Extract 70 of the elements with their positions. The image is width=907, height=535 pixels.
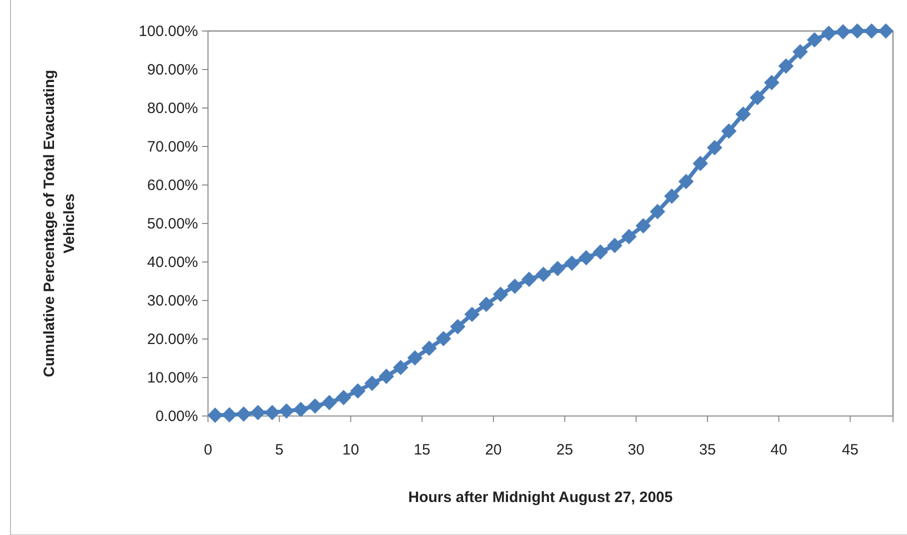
point <box>422 340 437 356</box>
point <box>436 330 452 346</box>
x-tick-label: 5 <box>275 442 284 459</box>
point <box>721 123 737 139</box>
point <box>778 58 794 74</box>
point <box>792 44 808 60</box>
point <box>806 32 822 48</box>
point <box>607 238 622 254</box>
x-tick-label: 35 <box>699 442 716 459</box>
point <box>550 260 566 276</box>
point <box>706 140 722 156</box>
point <box>764 74 780 90</box>
point <box>835 24 851 40</box>
point <box>692 156 708 172</box>
point <box>250 404 266 420</box>
point <box>207 408 223 423</box>
point <box>236 406 252 422</box>
point <box>322 394 337 410</box>
x-tick-label: 10 <box>342 442 360 459</box>
point <box>664 188 680 204</box>
point <box>636 218 651 234</box>
point <box>536 266 552 282</box>
point <box>392 360 408 376</box>
x-tick-label: 40 <box>770 442 788 459</box>
point <box>407 350 423 366</box>
y-tick-label: 20.00% <box>147 330 198 348</box>
y-tick-label: 60.00% <box>147 176 198 194</box>
y-tick-label: 10.00% <box>147 369 198 386</box>
point <box>492 286 508 302</box>
point <box>578 250 594 266</box>
y-tick-label: 30.00% <box>147 292 198 310</box>
point <box>350 383 366 399</box>
point <box>564 255 580 271</box>
point <box>521 272 537 287</box>
point <box>222 407 238 423</box>
point <box>336 390 352 406</box>
point <box>464 306 480 322</box>
point <box>821 26 836 41</box>
x-axis-title: Hours after Midnight August 27, 2005 <box>408 489 673 506</box>
point <box>650 204 666 220</box>
point <box>378 368 394 384</box>
point <box>878 23 894 39</box>
point <box>750 90 766 106</box>
x-tick-label: 15 <box>414 442 430 459</box>
x-tick-label: 30 <box>628 442 644 459</box>
point <box>264 404 280 420</box>
y-tick-label: 50.00% <box>147 215 198 232</box>
y-tick-label: 40.00% <box>147 254 198 271</box>
point <box>735 106 751 122</box>
point <box>507 278 522 294</box>
point <box>293 402 308 418</box>
x-tick-label: 20 <box>485 442 502 459</box>
y-tick-label: 100.00% <box>138 22 198 40</box>
point <box>450 319 466 334</box>
point <box>307 398 323 414</box>
point <box>364 376 380 391</box>
point <box>278 403 294 419</box>
x-tick-label: 45 <box>842 442 859 459</box>
point <box>621 228 637 244</box>
y-axis-title: Cumulative Percentage of Total Evacuating Vehicles <box>41 70 78 378</box>
y-tick-label: 0.00% <box>155 408 198 425</box>
y-tick-label: 70.00% <box>147 138 198 156</box>
x-tick-label: 25 <box>556 442 574 459</box>
y-tick-label: 80.00% <box>147 100 198 117</box>
point <box>678 174 694 190</box>
point <box>478 296 494 312</box>
point <box>592 244 608 260</box>
x-tick-label: 0 <box>204 442 212 459</box>
y-tick-label: 90.00% <box>147 61 198 78</box>
point <box>850 23 865 39</box>
